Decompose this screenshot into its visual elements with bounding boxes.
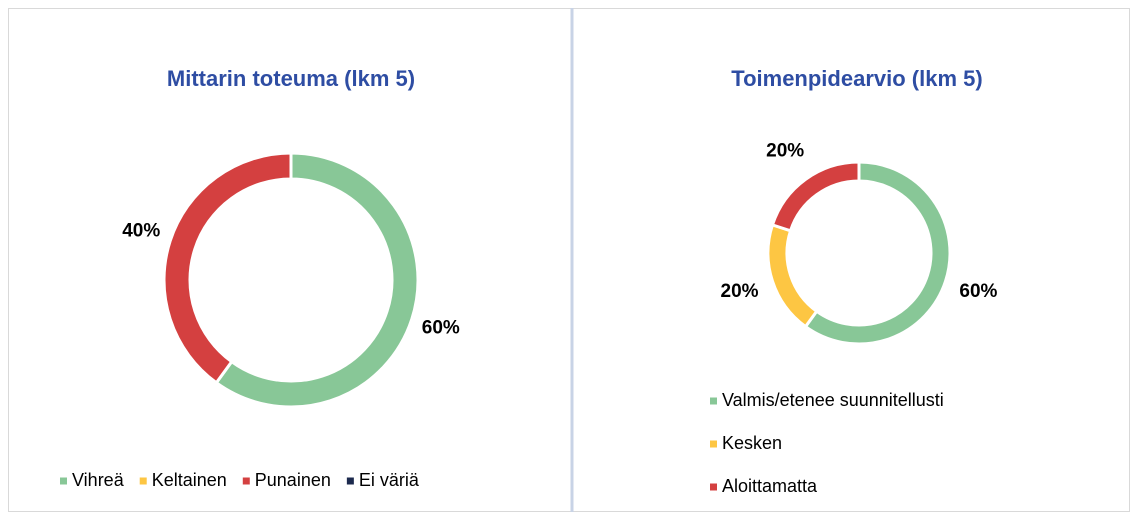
donut-segment: [803, 160, 952, 346]
data-label: 60%: [422, 318, 460, 339]
donut-segment: [770, 160, 861, 233]
legend-label: Valmis/etenee suunnitellusti: [722, 390, 944, 410]
data-label: 20%: [766, 140, 804, 161]
legend-swatch: [242, 477, 250, 485]
chart-title: Mittarin toteuma (lkm 5): [167, 66, 415, 91]
legend-label: Ei väriä: [359, 470, 420, 490]
legend-swatch: [346, 477, 354, 485]
legend-swatch: [710, 440, 717, 448]
legend-label: Vihreä: [72, 470, 125, 490]
chart-title: Toimenpidearvio (lkm 5): [731, 66, 982, 91]
data-label: 20%: [721, 281, 759, 302]
legend-label: Kesken: [722, 433, 782, 453]
legend-label: Punainen: [255, 470, 331, 490]
legend-label: Keltainen: [152, 470, 227, 490]
legend-swatch: [139, 477, 147, 485]
legend-swatch: [60, 477, 67, 485]
donut-segment: [214, 151, 420, 409]
donut-segment: [766, 222, 819, 329]
data-label: 60%: [959, 281, 997, 302]
donut-segment: [162, 151, 293, 385]
legend-swatch: [710, 397, 717, 405]
legend-swatch: [710, 483, 717, 491]
data-label: 40%: [122, 220, 160, 241]
legend-label: Aloittamatta: [722, 476, 818, 496]
